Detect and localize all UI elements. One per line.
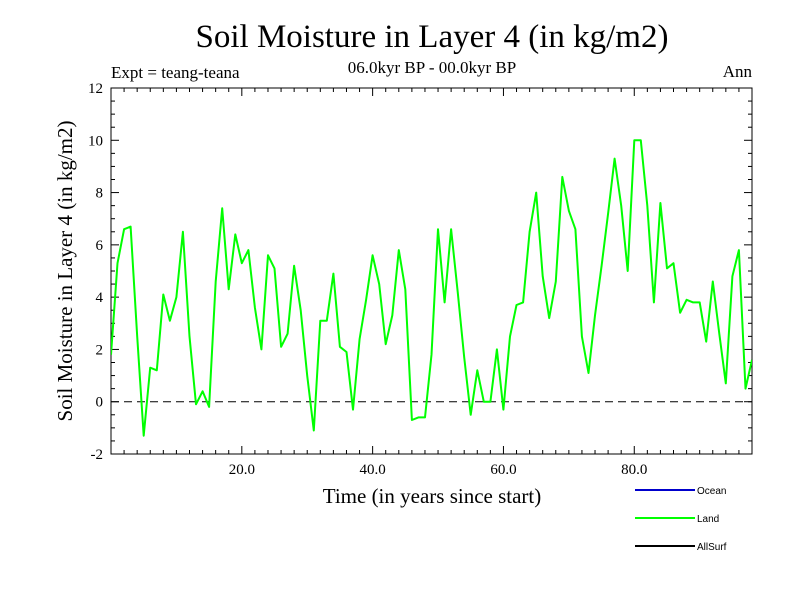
x-tick-label: 60.0 (490, 462, 516, 478)
y-tick-label: 10 (88, 133, 103, 149)
x-axis-label: Time (in years since start) (323, 484, 542, 508)
series-lines (111, 139, 752, 437)
legend-label-allsurf: AllSurf (697, 542, 727, 553)
y-tick-label: -2 (91, 447, 104, 463)
y-tick-label: 2 (96, 342, 104, 358)
y-tick-label: 12 (88, 81, 103, 97)
legend: Ocean Land AllSurf (635, 486, 727, 553)
series-line-land (111, 139, 752, 437)
y-tick-label: 6 (96, 238, 104, 254)
y-tick-label: 0 (96, 395, 104, 411)
chart-subtitle: 06.0kyr BP - 00.0kyr BP (348, 58, 516, 77)
legend-label-land: Land (697, 514, 719, 525)
y-axis-label: Soil Moisture in Layer 4 (in kg/m2) (53, 121, 77, 422)
y-tick-label: 4 (96, 290, 104, 306)
axis-ticks: -2 0 2 4 6 8 10 12 20.0 40.0 60.0 80.0 (88, 81, 753, 478)
x-tick-label: 40.0 (360, 462, 386, 478)
x-tick-label: 20.0 (229, 462, 255, 478)
experiment-label: Expt = teang-teana (111, 63, 240, 82)
x-tick-label: 80.0 (621, 462, 647, 478)
y-tick-label: 8 (96, 186, 104, 202)
season-label: Ann (723, 62, 753, 81)
chart-title: Soil Moisture in Layer 4 (in kg/m2) (196, 19, 669, 55)
legend-label-ocean: Ocean (697, 486, 726, 497)
